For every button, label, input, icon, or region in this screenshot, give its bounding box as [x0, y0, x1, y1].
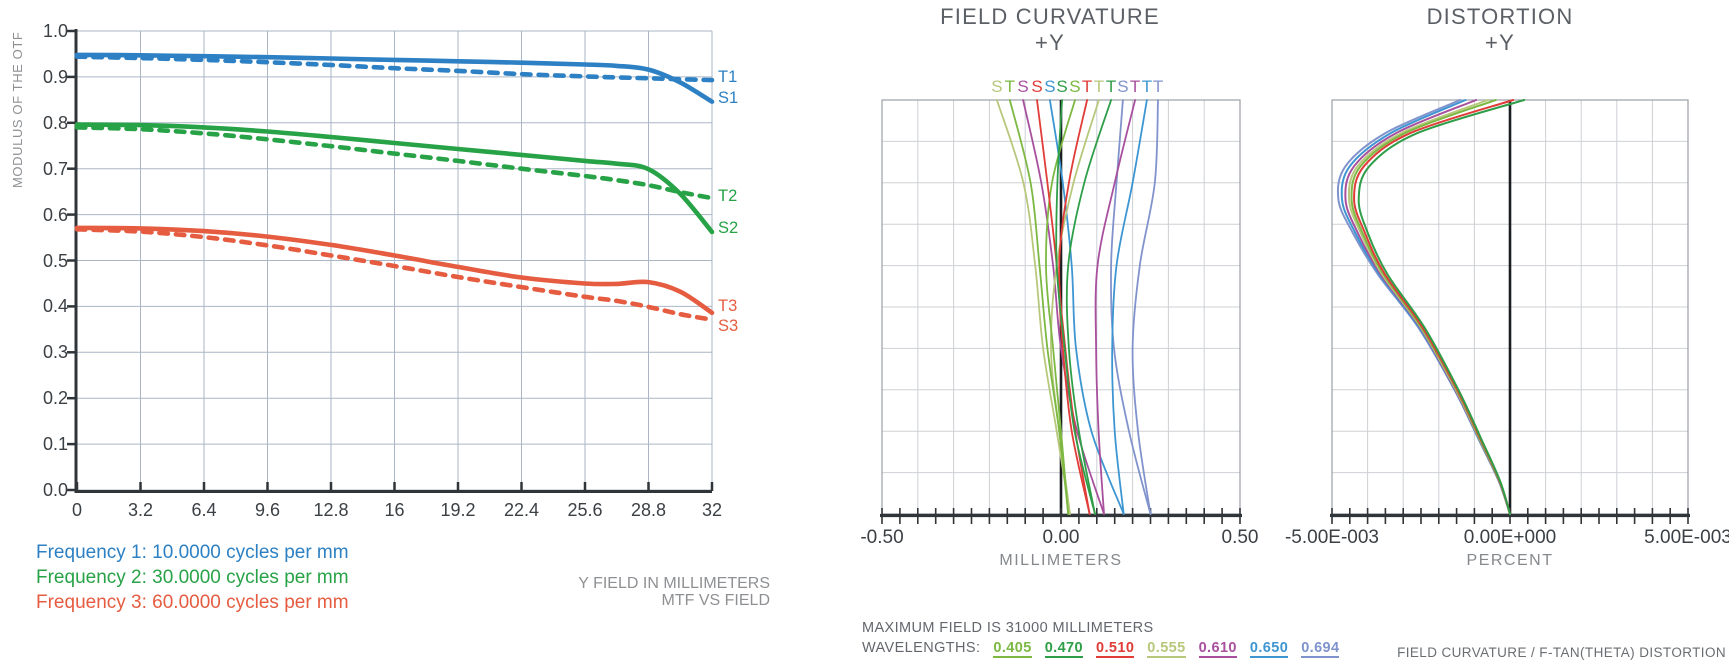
- mtf-y-tick-label: 1.0: [42, 21, 68, 41]
- fc-top-marker-S: S: [1069, 77, 1081, 96]
- fc-curve-T-0.610: [1094, 99, 1136, 515]
- mtf-x-tick-label: 12.8: [313, 500, 349, 520]
- mtf-curve-S3: [74, 227, 715, 322]
- fc-top-marker-S: S: [1044, 77, 1056, 96]
- mtf-y-axis-label: MODULUS OF THE OTF: [10, 31, 25, 188]
- mtf-x-tick-label: 3.2: [127, 500, 154, 520]
- dist-x-tick-label: 0.00E+000: [1463, 527, 1557, 548]
- fc-top-marker-T: T: [1093, 77, 1105, 96]
- mtf-x-tick-label: 25.6: [567, 500, 603, 520]
- dist-curve-0.470: [1357, 99, 1526, 515]
- field-curvature-title-line: FIELD CURVATURE: [940, 4, 1160, 29]
- mtf-footer: Y FIELD IN MILLIMETERS MTF VS FIELD: [470, 575, 770, 609]
- wavelength-value-0.610: 0.610: [1198, 640, 1237, 658]
- mtf-curve-label-T1: T1: [718, 67, 738, 86]
- mtf-curve-label-T3: T3: [718, 296, 738, 315]
- wavelength-value-0.694: 0.694: [1301, 640, 1340, 658]
- distortion-subtitle: +Y: [1485, 30, 1515, 55]
- fc-top-marker-S: S: [991, 77, 1003, 96]
- legend-frequency-1: Frequency 1: 10.0000 cycles per mm: [36, 542, 349, 563]
- fc-top-marker-T: T: [1105, 77, 1117, 96]
- mtf-curve-T2: [74, 125, 715, 201]
- fc-top-marker-T: T: [1152, 77, 1164, 96]
- mtf-x-tick-label: 9.6: [254, 500, 281, 520]
- mtf-x-tick-label: 32: [701, 500, 723, 520]
- fc-x-tick-label: -0.50: [860, 527, 904, 548]
- mtf-y-tick-label: 0.9: [42, 66, 68, 87]
- field-curvature-x-unit: MILLIMETERS: [999, 552, 1123, 569]
- fc-top-marker-S: S: [1056, 77, 1068, 96]
- mtf-curve-label-S3: S3: [718, 316, 739, 335]
- wavelength-value-0.555: 0.555: [1147, 640, 1186, 658]
- mtf-x-tick-label: 16: [384, 500, 405, 520]
- mtf-curve-S2: [74, 122, 715, 235]
- wavelengths-label: WAVELENGTHS:: [862, 640, 981, 656]
- field-curvature-title: FIELD CURVATURE +Y: [940, 4, 1160, 56]
- dist-x-tick-label: -5.00E-003: [1284, 527, 1379, 548]
- mtf-x-tick-label: 22.4: [503, 500, 540, 520]
- fc-curve-T-0.694: [1131, 99, 1159, 515]
- mtf-y-tick-label: 0.6: [42, 204, 68, 225]
- mtf-y-tick-label: 0.3: [42, 342, 68, 363]
- mtf-x-tick-label: 6.4: [191, 500, 217, 520]
- mtf-x-tick-label: 19.2: [440, 500, 476, 520]
- mtf-curve-T3: [74, 225, 715, 316]
- mtf-curve-S1: [74, 52, 715, 104]
- fc-curve-S-0.470: [1055, 99, 1096, 515]
- fc-top-marker-S: S: [1117, 77, 1129, 96]
- mtf-y-tick-label: 0.5: [42, 250, 68, 271]
- max-field-note: MAXIMUM FIELD IS 31000 MILLIMETERS: [862, 620, 1154, 636]
- fc-top-marker-S: S: [1031, 77, 1043, 96]
- mtf-y-tick-label: 0.1: [42, 434, 68, 455]
- wavelength-value-0.650: 0.650: [1249, 640, 1289, 658]
- fc-top-marker-S: S: [1017, 77, 1029, 96]
- wavelength-value-0.470: 0.470: [1044, 640, 1083, 658]
- fc-top-marker-T: T: [1141, 77, 1153, 96]
- mtf-curve-T1: [74, 54, 715, 83]
- dist-x-tick-label: 5.00E-003: [1644, 527, 1729, 548]
- wavelengths-row: WAVELENGTHS: 0.405 0.470 0.510 0.555 0.610 0.…: [862, 640, 1340, 658]
- wavelength-value-0.510: 0.510: [1096, 640, 1135, 658]
- fc-curve-T-0.470: [1065, 99, 1112, 515]
- fc-x-tick-label: 0.50: [1221, 527, 1259, 548]
- mtf-y-tick-label: 0.2: [42, 388, 68, 409]
- distortion-title: DISTORTION +Y: [1427, 4, 1574, 56]
- distortion-title-line: DISTORTION: [1426, 4, 1574, 29]
- distortion-x-unit: PERCENT: [1466, 552, 1554, 569]
- legend-frequency-3: Frequency 3: 60.0000 cycles per mm: [36, 592, 349, 613]
- mtf-x-tick-label: 28.8: [630, 500, 667, 520]
- mtf-legend: Frequency 1: 10.0000 cycles per mm Frequ…: [36, 540, 349, 615]
- mtf-curve-label-T2: T2: [718, 187, 738, 206]
- fc-top-marker-T: T: [1004, 77, 1015, 96]
- mtf-curve-label-S2: S2: [718, 219, 739, 238]
- mtf-curve-label-S1: S1: [718, 88, 739, 107]
- fc-curve-T-0.650: [1111, 99, 1148, 515]
- mtf-y-tick-label: 0.0: [42, 480, 68, 500]
- fc-top-marker-T: T: [1081, 77, 1093, 96]
- fc-curve-S-0.650: [1049, 99, 1125, 515]
- mtf-y-tick-label: 0.8: [42, 112, 68, 133]
- mtf-x-tick-label: 0: [71, 500, 82, 520]
- fc-curve-T-0.405: [1008, 99, 1070, 515]
- mtf-footer-line-1: Y FIELD IN MILLIMETERS: [578, 575, 770, 592]
- mtf-y-tick-label: 0.4: [42, 296, 68, 317]
- mtf-footer-line-2: MTF VS FIELD: [661, 592, 770, 609]
- fc-x-tick-label: 0.00: [1042, 527, 1080, 548]
- mtf-y-tick-label: 0.7: [42, 158, 68, 179]
- fc-top-marker-T: T: [1129, 77, 1141, 96]
- legend-frequency-2: Frequency 2: 30.0000 cycles per mm: [36, 567, 349, 588]
- distortion-footer: FIELD CURVATURE / F-TAN(THETA) DISTORTIO…: [1397, 645, 1726, 660]
- wavelength-value-0.405: 0.405: [993, 640, 1032, 658]
- fc-curve-S-0.555: [996, 99, 1071, 515]
- field-curvature-subtitle: +Y: [1035, 30, 1065, 55]
- fc-curve-S-0.405: [1045, 99, 1076, 515]
